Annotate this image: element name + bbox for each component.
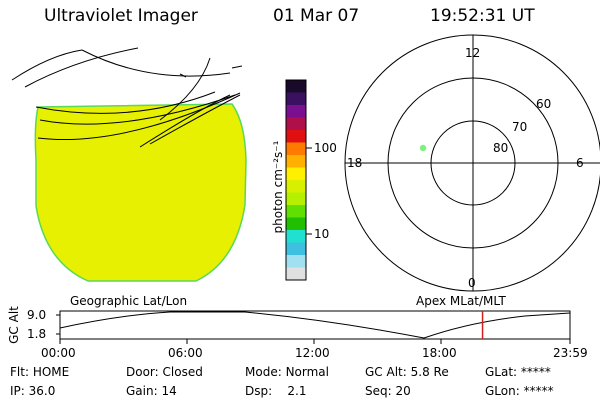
door-status: Door: Closed — [126, 365, 203, 379]
colorbar-segment — [286, 142, 306, 156]
apex-grid-label: Apex MLat/MLT — [416, 294, 506, 308]
gain-status: Gain: 14 — [126, 384, 177, 398]
colorbar-segment — [286, 192, 306, 206]
colorbar-segment — [286, 205, 306, 218]
colorbar-segment — [286, 255, 306, 268]
lat-label-70: 70 — [512, 120, 528, 134]
mlt-label-6: 6 — [576, 156, 584, 170]
glon-status: GLon: ***** — [485, 384, 554, 398]
geographic-grid-label: Geographic Lat/Lon — [70, 294, 188, 308]
glat-status: GLat: ***** — [485, 365, 551, 379]
colorbar — [286, 80, 306, 281]
colorbar-segment — [286, 167, 306, 181]
colorbar-label: photon cm⁻²s⁻¹ — [271, 140, 285, 234]
polar-plot — [344, 34, 600, 292]
altitude-xtick-end: 23:59 — [553, 346, 588, 360]
altitude-xtick-0: 00:00 — [41, 346, 76, 360]
mlt-label-0: 0 — [468, 276, 476, 290]
colorbar-segment — [286, 80, 306, 93]
colorbar-segment — [286, 155, 306, 168]
observation-date: 01 Mar 07 — [273, 6, 360, 26]
lat-label-60: 60 — [536, 97, 552, 111]
seq-status: Seq: 20 — [365, 384, 411, 398]
colorbar-segment — [286, 230, 306, 243]
uv-image — [34, 103, 247, 282]
altitude-curve — [59, 311, 571, 339]
gcalt-status: GC Alt: 5.8 Re — [365, 365, 449, 379]
altitude-ylabel: GC Alt — [7, 306, 21, 344]
polar-data-point — [419, 144, 427, 152]
colorbar-segment — [286, 180, 306, 193]
instrument-title: Ultraviolet Imager — [44, 6, 198, 26]
mlt-label-12: 12 — [465, 46, 481, 60]
altitude-xtick-12: 12:00 — [295, 346, 330, 360]
observation-time: 19:52:31 UT — [430, 6, 535, 26]
dsp-status: Dsp: 2.1 — [245, 384, 307, 398]
colorbar-segment — [286, 117, 306, 131]
altitude-ytick-min: 1.8 — [27, 327, 47, 341]
colorbar-segment — [286, 242, 306, 256]
colorbar-segment — [286, 267, 306, 281]
ip-status: IP: 36.0 — [10, 384, 56, 398]
altitude-xtick-18: 18:00 — [422, 346, 457, 360]
altitude-ticks — [56, 314, 571, 344]
mlt-label-18: 18 — [347, 156, 363, 170]
colorbar-segment — [286, 130, 306, 143]
altitude-plot-frame — [59, 310, 571, 340]
colorbar-segment — [286, 105, 306, 118]
lat-label-80: 80 — [493, 141, 509, 155]
altitude-ytick-max: 9.0 — [27, 308, 47, 322]
colorbar-segment — [286, 217, 306, 231]
geographic-grid — [11, 47, 243, 148]
altitude-xtick-6: 06:00 — [168, 346, 203, 360]
filter-status: Flt: HOME — [10, 365, 70, 379]
colorbar-frame — [285, 79, 307, 281]
colorbar-label-10: 10 — [314, 227, 330, 241]
colorbar-label-100: 100 — [314, 141, 337, 155]
colorbar-segment — [286, 92, 306, 106]
mode-status: Mode: Normal — [245, 365, 329, 379]
